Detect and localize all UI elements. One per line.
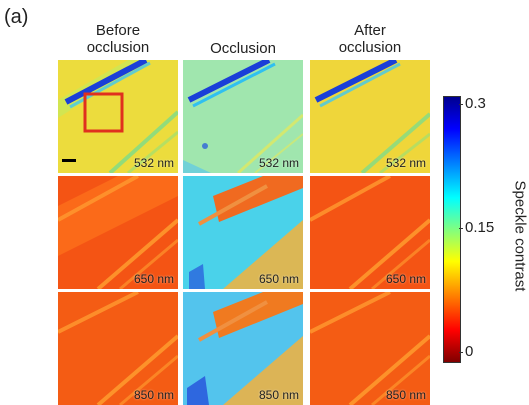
tile-before-650: 650 nm <box>58 176 178 289</box>
wavelength-label: 850 nm <box>133 388 174 402</box>
colorbar-label: Speckle contrast <box>511 180 529 292</box>
wavelength-label: 532 nm <box>385 156 426 170</box>
wavelength-label: 532 nm <box>258 156 299 170</box>
col-title-before-line1: Before <box>95 22 141 39</box>
wavelength-label: 650 nm <box>258 272 299 286</box>
col-title-after: After occlusion <box>310 22 430 56</box>
roi-box <box>83 92 124 133</box>
tile-occlusion-850: 850 nm <box>183 292 303 405</box>
colorbar-tick-mid: 0.15 <box>465 219 495 236</box>
tile-before-532: 532 nm <box>58 60 178 173</box>
colorbar-tick-min: 0 <box>465 343 474 360</box>
colorbar-tick-mark <box>459 104 463 105</box>
tile-before-850: 850 nm <box>58 292 178 405</box>
col-title-after-line1: After <box>354 22 386 39</box>
colorbar-tick-mark <box>459 352 463 353</box>
wavelength-label: 650 nm <box>385 272 426 286</box>
wavelength-label: 850 nm <box>385 388 426 402</box>
tile-after-850: 850 nm <box>310 292 430 405</box>
wavelength-label: 850 nm <box>258 388 299 402</box>
col-title-occlusion-line1: Occlusion <box>210 40 276 57</box>
tile-occlusion-650: 650 nm <box>183 176 303 289</box>
tile-occlusion-532: 532 nm <box>183 60 303 173</box>
col-title-occlusion: Occlusion <box>183 40 303 57</box>
tile-after-532: 532 nm <box>310 60 430 173</box>
col-title-after-line2: occlusion <box>338 39 402 56</box>
colorbar <box>443 96 461 363</box>
wavelength-label: 650 nm <box>133 272 174 286</box>
colorbar-tick-mark <box>459 228 463 229</box>
scale-bar <box>62 159 76 162</box>
colorbar-tick-max: 0.3 <box>465 95 486 112</box>
panel-label: (a) <box>4 6 29 28</box>
col-title-before-line2: occlusion <box>86 39 150 56</box>
col-title-before: Before occlusion <box>58 22 178 56</box>
tile-after-650: 650 nm <box>310 176 430 289</box>
wavelength-label: 532 nm <box>133 156 174 170</box>
